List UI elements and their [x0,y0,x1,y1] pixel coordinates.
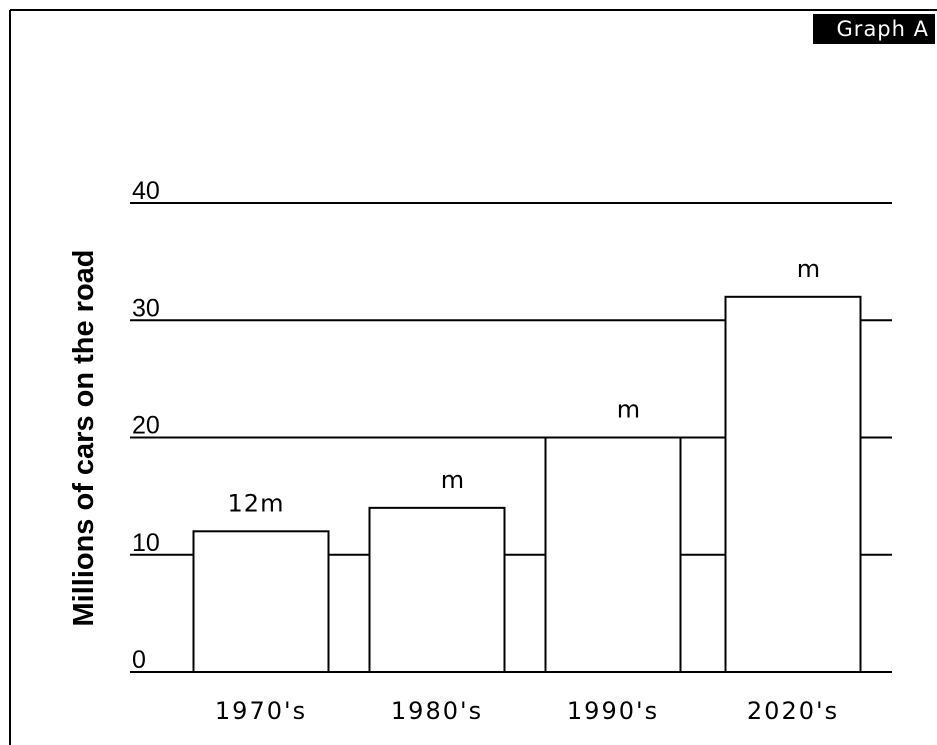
data-labels: 12m m m m [228,255,821,518]
bar-1 [368,506,506,673]
bar-3 [724,295,862,673]
y-tick-label-40: 40 [132,177,160,205]
data-label-3: m [797,255,821,283]
bar-0 [192,530,330,673]
x-tick-label-2: 1990's [567,697,659,725]
y-tick-labels: 0 10 20 30 40 [132,177,160,674]
bars [192,295,862,673]
x-tick-label-0: 1970's [215,697,307,725]
x-tick-label-1: 1980's [391,697,483,725]
y-tick-label-10: 10 [132,529,160,557]
data-label-2: m [617,396,641,424]
data-label-0: 12m [228,489,285,517]
frame-border [9,9,937,745]
x-tick-labels: 1970's 1980's 1990's 2020's [215,697,839,725]
y-tick-label-0: 0 [132,646,146,674]
y-tick-label-20: 20 [132,412,160,440]
y-axis-label: Millions of cars on the road [68,249,100,626]
y-tick-label-30: 30 [132,294,160,322]
data-label-1: m [441,466,465,494]
bar-2 [544,436,682,673]
x-tick-label-3: 2020's [747,697,839,725]
graph-badge: Graph A [813,14,935,44]
